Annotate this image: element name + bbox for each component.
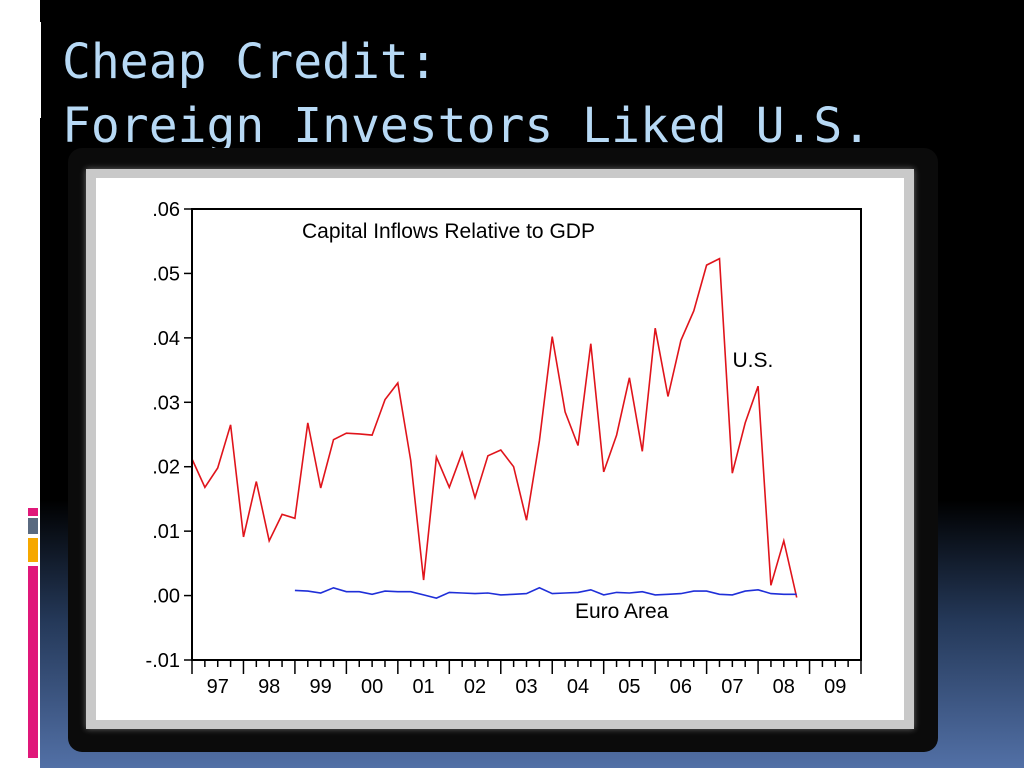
x-tick-label: 04 xyxy=(567,676,589,698)
x-tick-label: 07 xyxy=(721,676,743,698)
x-tick-label: 01 xyxy=(412,676,434,698)
title-line-2: Foreign Investors Liked U.S. xyxy=(62,98,872,154)
title-line-1: Cheap Credit: xyxy=(62,34,438,90)
y-tick-label: .03 xyxy=(152,392,180,414)
y-tick-label: -.01 xyxy=(146,650,180,672)
deco-bar-gray xyxy=(28,518,38,534)
series-lines xyxy=(191,257,798,599)
plot-border xyxy=(191,208,862,661)
x-tick-label: 08 xyxy=(773,676,795,698)
x-tick-label: 03 xyxy=(515,676,537,698)
y-tick-label: .01 xyxy=(152,521,180,543)
deco-line xyxy=(29,22,31,118)
chart-annotations: Capital Inflows Relative to GDP U.S. Euro … xyxy=(302,220,773,623)
y-tick-label: .05 xyxy=(152,263,180,285)
x-axis: 97 98 99 00 01 02 03 04 05 06 07 08 09 xyxy=(191,660,862,698)
y-tick-label: .02 xyxy=(152,457,180,479)
y-axis: .06 .05 .04 .03 .02 .01 .00 -.01 xyxy=(146,199,192,672)
y-tick-label: .00 xyxy=(152,586,180,608)
decorative-color-bars xyxy=(28,508,38,758)
x-tick-label: 05 xyxy=(618,676,640,698)
deco-line xyxy=(24,22,27,118)
chart-background xyxy=(96,178,904,720)
deco-bar-pink-long xyxy=(28,566,38,758)
y-tick-label: .06 xyxy=(152,199,180,221)
chart-title: Capital Inflows Relative to GDP xyxy=(302,220,595,243)
deco-line xyxy=(37,22,41,118)
y-tick-label: .04 xyxy=(152,328,180,350)
x-tick-label: 06 xyxy=(670,676,692,698)
x-tick-label: 02 xyxy=(464,676,486,698)
x-tick-label: 00 xyxy=(361,676,383,698)
euro-series-label: Euro Area xyxy=(575,600,669,623)
deco-bar-pink xyxy=(28,508,38,516)
x-tick-label: 09 xyxy=(824,676,846,698)
slide-title: Cheap Credit: Foreign Investors Liked U.… xyxy=(62,30,871,158)
x-tick-label: 99 xyxy=(310,676,332,698)
decorative-vertical-lines xyxy=(24,22,42,118)
series-line-euro-area xyxy=(294,586,797,599)
deco-line xyxy=(33,22,35,118)
x-tick-label: 98 xyxy=(258,676,280,698)
deco-bar-orange xyxy=(28,538,38,562)
series-line-u-s xyxy=(191,257,798,598)
us-series-label: U.S. xyxy=(733,349,774,372)
x-tick-label: 97 xyxy=(207,676,229,698)
